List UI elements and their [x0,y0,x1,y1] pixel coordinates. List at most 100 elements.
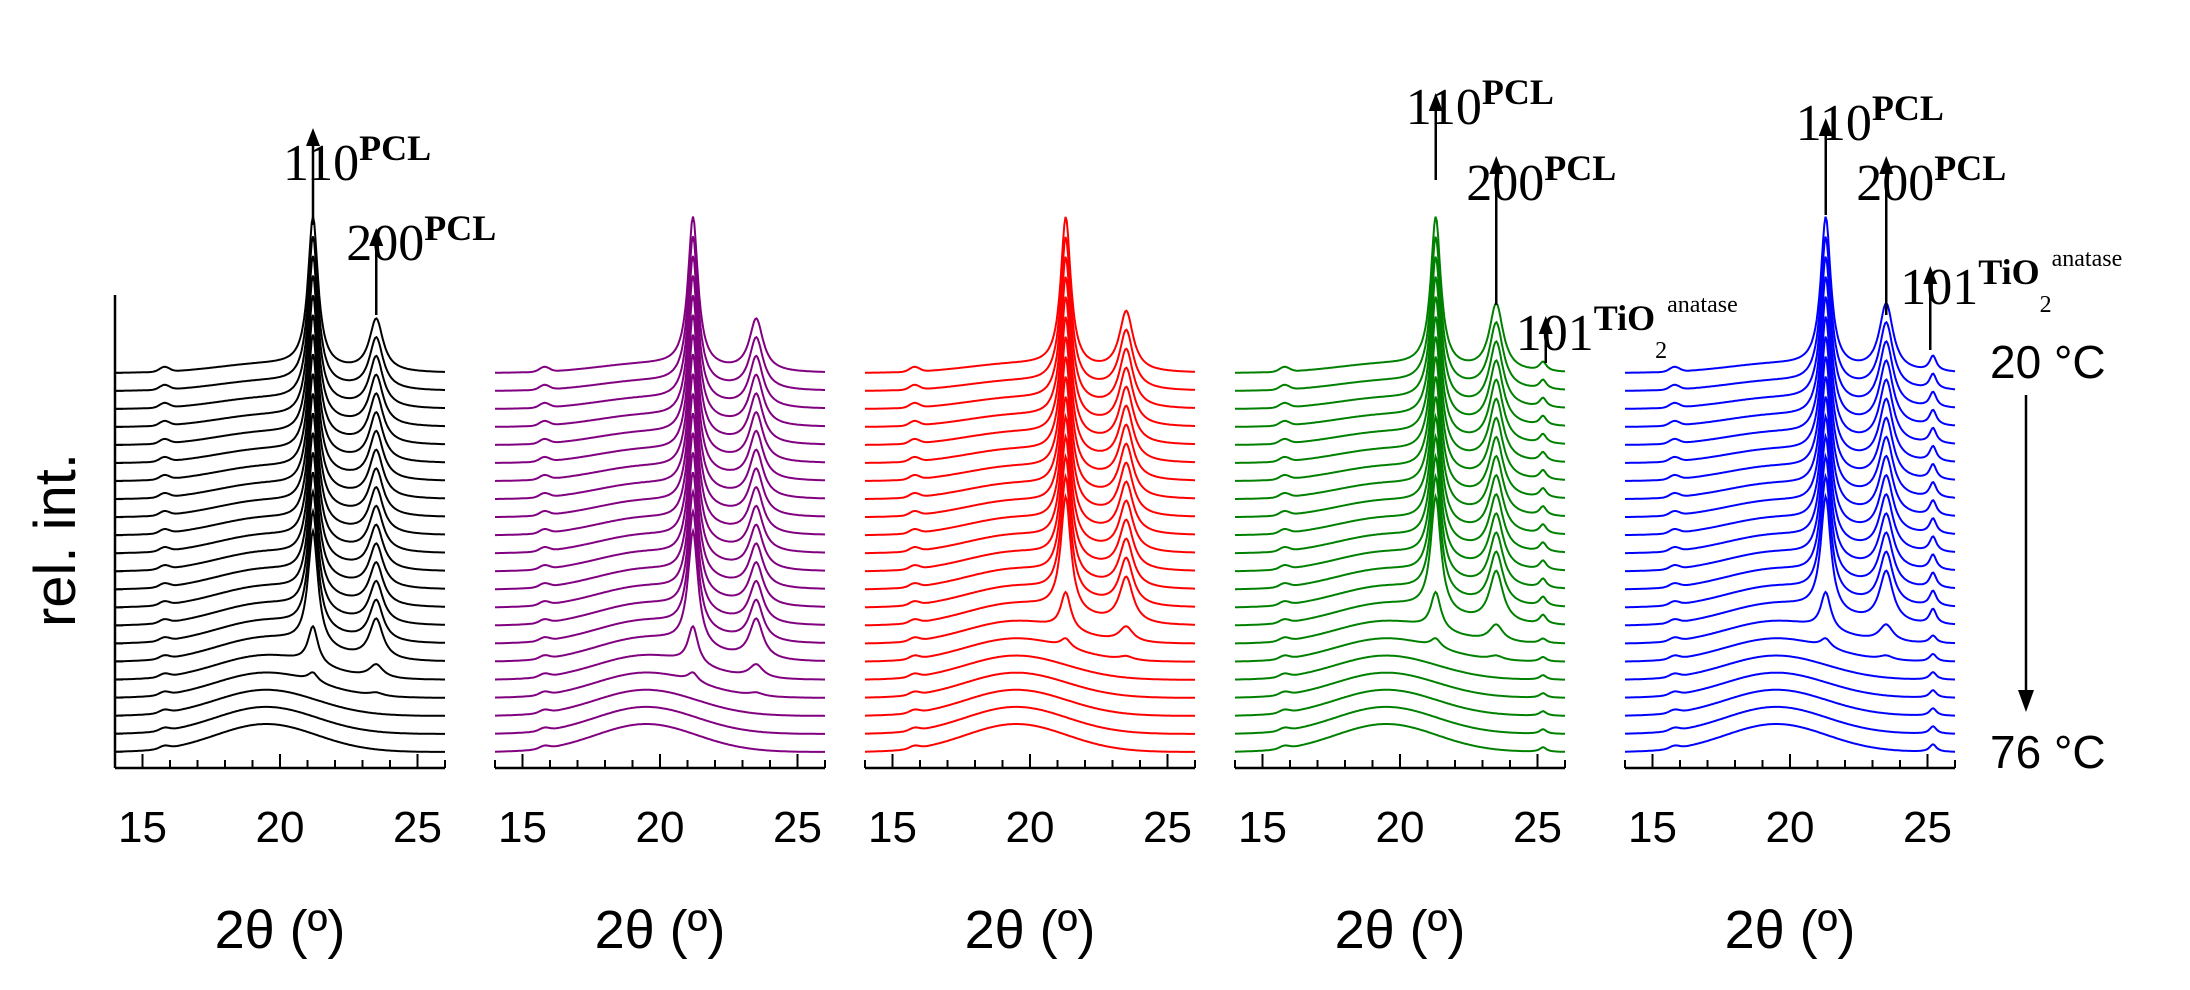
x-tick-label: 25 [1513,803,1562,852]
x-tick-label: 20 [1006,803,1055,852]
diffraction-curve [1235,216,1566,374]
diffraction-curve [495,412,825,555]
diffraction-curve [495,373,825,518]
diffraction-curve [865,705,1195,735]
diffraction-curve [1235,654,1565,681]
panel-1: 15 20 25 2θ (º) 110PCL 200PCL [113,128,496,960]
diffraction-curve [865,492,1195,627]
diffraction-curve [114,334,445,482]
diffraction-curve [865,654,1195,681]
diffraction-curve [115,255,445,410]
diffraction-curve [865,452,1195,591]
diffraction-curve [1625,590,1956,645]
diffraction-curve [865,688,1196,717]
diffraction-curve [115,723,445,753]
diffraction-curve [1625,216,1956,374]
diffraction-curve [115,373,445,518]
diffraction-curve [114,432,445,573]
diffraction-curve [1625,432,1956,573]
diffraction-curve [864,671,1195,699]
diffraction-curve [115,471,445,609]
diffraction-curve [1235,452,1566,591]
x-axis-label: 2θ (º) [1335,900,1466,960]
diffraction-curve [865,236,1196,392]
y-axis-label: rel. int. [23,453,88,627]
diffraction-curve [495,705,825,735]
diffraction-curve [1235,412,1566,555]
diffraction-curve [495,275,825,428]
diffraction-curve [1235,236,1566,392]
x-tick-label: 15 [498,803,547,852]
peak-label: 200PCL [1466,148,1616,212]
x-axis-label: 2θ (º) [595,900,726,960]
x-tick-label: 25 [393,803,442,852]
diffraction-curve [115,393,446,537]
temperature-bottom-label: 76 °C [1990,726,2106,778]
diffraction-curve [1234,296,1566,446]
diffraction-curve [1235,376,1565,518]
diffraction-curve [1235,472,1566,609]
diffraction-curve [115,216,445,374]
diffraction-curve [495,393,826,537]
diffraction-curve [865,472,1196,609]
diffraction-curve [115,452,446,591]
diffraction-curve [114,487,445,627]
diffraction-curve [495,216,825,374]
diffraction-curve [495,452,826,591]
diffraction-curve [865,723,1195,753]
diffraction-curve [1625,336,1956,482]
diffraction-curve [115,688,446,717]
diffraction-curve [1625,236,1956,392]
x-tick-label: 15 [1238,803,1287,852]
diffraction-curve [1235,705,1565,735]
diffraction-curve [1234,671,1566,699]
diffraction-curve [495,624,825,681]
x-tick-label: 15 [118,803,167,852]
diffraction-curve [865,637,1195,663]
diffraction-curve [494,334,825,482]
peak-arrow-head [1879,156,1894,174]
peak-label: 200PCL [1856,148,2006,212]
diffraction-curve [1625,376,1956,518]
diffraction-curve [1625,276,1956,428]
diffraction-curve [1625,637,1956,663]
x-tick-label: 20 [256,803,305,852]
diffraction-curve [1234,396,1566,537]
diffraction-curve [115,275,445,428]
diffraction-curve [1234,492,1565,627]
diffraction-curve [495,353,826,500]
diffraction-curve [1625,452,1956,591]
diffraction-curve [865,276,1195,428]
peak-arrow-head [1428,93,1443,111]
diffraction-curve [865,316,1195,464]
peak-label: 110PCL [283,128,431,192]
temperature-top-label: 20 °C [1990,336,2106,388]
diffraction-curve [865,296,1196,446]
peak-label: 200PCL [346,208,496,272]
diffraction-curve [1625,723,1955,753]
diffraction-curve [1624,296,1956,446]
x-tick-label: 20 [636,803,685,852]
diffraction-curve [115,527,445,663]
peak-arrow-head [1923,266,1938,284]
diffraction-curve [1625,356,1956,500]
diffraction-curve [1625,705,1955,735]
diffraction-curve [1625,412,1956,555]
diffraction-curve [865,590,1195,645]
diffraction-curve [865,356,1196,500]
diffraction-curve [1235,336,1566,482]
x-tick-label: 25 [1143,803,1192,852]
diffraction-curve [115,314,445,464]
x-tick-label: 15 [868,803,917,852]
diffraction-curve [1625,472,1956,609]
x-tick-label: 20 [1376,803,1425,852]
peak-arrow-head [1489,156,1504,174]
peak-arrow-head [369,228,384,246]
diffraction-curve [1235,723,1565,753]
diffraction-curve [495,527,825,663]
panel-2: 15 20 25 2θ (º) [494,216,826,960]
diffraction-curve [865,216,1195,374]
peak-label: 101TiO2anatase [1900,246,2122,318]
peak-arrow-head [1818,118,1833,136]
